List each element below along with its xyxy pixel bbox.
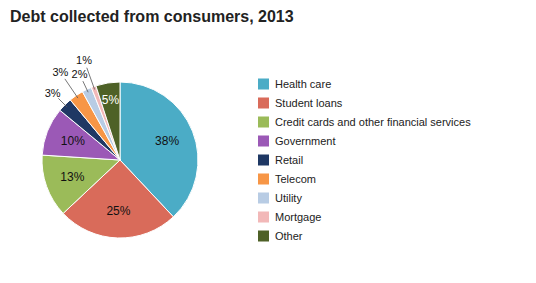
legend-swatch	[258, 212, 269, 223]
legend-swatch	[258, 117, 269, 128]
data-label: 38%	[155, 134, 179, 148]
data-label: 3%	[52, 66, 68, 78]
data-label: 3%	[45, 87, 61, 99]
leader-line	[87, 68, 95, 90]
legend-label: Health care	[275, 78, 331, 90]
data-labels: 38% 25% 13% 10% 5% 3% 3% 2% 1%	[45, 54, 180, 217]
legend-label: Student loans	[275, 97, 343, 109]
legend-swatch	[258, 174, 269, 185]
legend-label: Retail	[275, 154, 303, 166]
leader-line	[83, 81, 88, 92]
leader-line	[65, 79, 78, 98]
data-label: 5%	[102, 93, 120, 107]
legend-swatch	[258, 136, 269, 147]
data-label: 10%	[61, 134, 85, 148]
chart: Debt collected from consumers, 2013 38% 25…	[0, 0, 536, 283]
legend-label: Utility	[275, 192, 302, 204]
legend-label: Credit cards and other financial service…	[275, 116, 471, 128]
pie-slice	[96, 82, 120, 160]
legend-label: Mortgage	[275, 211, 321, 223]
data-label: 25%	[106, 204, 130, 218]
title: Debt collected from consumers, 2013	[10, 8, 294, 25]
data-label: 2%	[72, 68, 88, 80]
legend-swatch	[258, 98, 269, 109]
legend-swatch	[258, 193, 269, 204]
legend: Health care Student loans Credit cards and…	[258, 78, 471, 242]
legend-label: Telecom	[275, 173, 316, 185]
data-label: 1%	[76, 54, 92, 66]
legend-label: Other	[275, 230, 303, 242]
data-label: 13%	[60, 170, 84, 184]
leader-line	[58, 98, 67, 107]
legend-swatch	[258, 155, 269, 166]
legend-swatch	[258, 79, 269, 90]
legend-label: Government	[275, 135, 336, 147]
pie	[42, 82, 198, 238]
legend-swatch	[258, 231, 269, 242]
